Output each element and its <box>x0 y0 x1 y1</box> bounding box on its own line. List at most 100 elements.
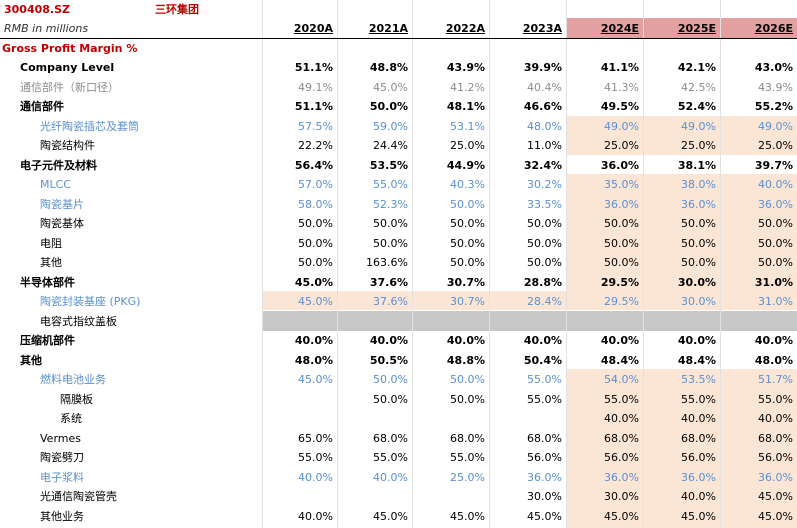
value-cell: 45.0% <box>373 509 408 523</box>
grid-line <box>643 0 644 528</box>
value-cell: 40.0% <box>369 334 408 347</box>
table-row: 通信部件 51.1% 50.0% 48.1% 46.6% 49.5% 52.4% 55.2% <box>0 97 797 117</box>
value-cell: 56.0% <box>681 451 716 464</box>
table-row: 陶瓷劈刀 55.0% 55.0% 55.0% 56.0% 56.0% 56.0% 56.0% <box>0 448 797 468</box>
value-cell: 39.7% <box>754 158 793 172</box>
value-cell: 50.0% <box>681 236 716 250</box>
estimate-fill-c <box>567 369 797 528</box>
value-cell: 59.0% <box>373 119 408 133</box>
value-cell <box>412 487 485 507</box>
table-row: Vermes 65.0% 68.0% 68.0% 68.0% 68.0% 68.0% 68.0… <box>0 429 797 449</box>
value-cell: 38.1% <box>677 158 716 172</box>
year-2026: 2026E <box>754 22 793 35</box>
value-cell: 65.0% <box>298 431 333 445</box>
value-cell: 40.0% <box>754 334 793 347</box>
value-cell <box>720 312 793 332</box>
row-label: Vermes <box>40 431 81 445</box>
value-cell: 55.0% <box>373 451 408 464</box>
table-row: 其他 48.0% 50.5% 48.8% 50.4% 48.4% 48.4% 48.0% <box>0 351 797 371</box>
value-cell: 11.0% <box>527 139 562 152</box>
value-cell: 31.0% <box>758 295 793 308</box>
value-cell: 68.0% <box>681 431 716 445</box>
value-cell: 29.5% <box>604 295 639 308</box>
row-label: 陶瓷劈刀 <box>40 451 84 464</box>
value-cell: 50.0% <box>681 217 716 230</box>
value-cell: 45.0% <box>298 295 333 308</box>
value-cell: 45.0% <box>604 509 639 523</box>
value-cell: 33.5% <box>527 197 562 211</box>
value-cell <box>412 312 485 332</box>
header-divider <box>0 38 797 39</box>
row-label: 半导体部件 <box>20 275 75 289</box>
value-cell: 40.0% <box>600 334 639 347</box>
row-label: 陶瓷基片 <box>40 197 84 211</box>
value-cell: 53.5% <box>369 158 408 172</box>
row-label: Company Level <box>20 61 115 74</box>
pkg-row-fill <box>262 291 797 310</box>
value-cell: 68.0% <box>758 431 793 445</box>
value-cell: 50.5% <box>369 353 408 367</box>
value-cell: 55.0% <box>758 392 793 406</box>
year-2023: 2023A <box>522 22 562 35</box>
value-cell: 54.0% <box>604 373 639 386</box>
value-cell: 39.9% <box>523 61 562 74</box>
value-cell: 57.0% <box>298 178 333 191</box>
value-cell: 28.4% <box>527 295 562 308</box>
value-cell: 50.4% <box>523 353 562 367</box>
value-cell: 29.5% <box>600 275 639 289</box>
table-row: 通信部件（新口径） 49.1% 45.0% 41.2% 40.4% 41.3% 42.5% 4… <box>0 78 797 98</box>
value-cell: 48.8% <box>369 61 408 74</box>
year-2021: 2021A <box>368 22 408 35</box>
unit-label: RMB in millions <box>4 22 89 35</box>
value-cell: 48.8% <box>446 353 485 367</box>
value-cell: 38.0% <box>681 178 716 191</box>
value-cell: 40.0% <box>294 334 333 347</box>
value-cell <box>412 409 485 429</box>
table-row: Company Level 51.1% 48.8% 43.9% 39.9% 41.1% 42… <box>0 58 797 78</box>
value-cell <box>489 409 562 429</box>
value-cell: 55.2% <box>754 100 793 113</box>
row-label: MLCC <box>40 178 71 191</box>
value-cell: 53.1% <box>450 119 485 133</box>
value-cell: 50.0% <box>604 256 639 269</box>
value-cell: 55.0% <box>450 451 485 464</box>
year-2020: 2020A <box>293 22 333 35</box>
value-cell: 36.0% <box>681 197 716 211</box>
grid-line <box>566 0 567 528</box>
value-cell: 40.0% <box>298 509 333 523</box>
year-2025: 2025E <box>677 22 716 35</box>
row-label: 通信部件 <box>20 100 64 113</box>
value-cell: 68.0% <box>604 431 639 445</box>
value-cell: 50.0% <box>369 100 408 113</box>
grid-line <box>489 0 490 528</box>
value-cell: 43.9% <box>446 61 485 74</box>
blank-band <box>262 311 797 331</box>
value-cell: 50.0% <box>373 236 408 250</box>
value-cell: 49.5% <box>600 100 639 113</box>
value-cell: 56.0% <box>527 451 562 464</box>
value-cell: 55.0% <box>604 392 639 406</box>
value-cell <box>337 409 408 429</box>
value-cell: 50.0% <box>298 236 333 250</box>
value-cell: 25.0% <box>604 139 639 152</box>
value-cell: 40.0% <box>758 178 793 191</box>
value-cell: 40.0% <box>446 334 485 347</box>
value-cell: 55.0% <box>681 392 716 406</box>
value-cell: 42.5% <box>681 80 716 94</box>
value-cell: 56.0% <box>758 451 793 464</box>
value-cell: 48.0% <box>294 353 333 367</box>
row-label: 压缩机部件 <box>20 334 75 347</box>
row-label: 系统 <box>60 412 82 425</box>
value-cell: 40.0% <box>758 412 793 425</box>
row-label: 光通信陶瓷管壳 <box>40 490 117 503</box>
value-cell: 41.1% <box>600 61 639 74</box>
table-row: 陶瓷基片 58.0% 52.3% 50.0% 33.5% 36.0% 36.0% 36.0% <box>0 195 797 215</box>
row-label: 电容式指纹盖板 <box>40 314 117 328</box>
table-row: 系统 40.0% 40.0% 40.0% <box>0 409 797 429</box>
value-cell: 40.0% <box>298 470 333 484</box>
value-cell: 45.0% <box>450 509 485 523</box>
value-cell: 25.0% <box>450 470 485 484</box>
row-label: 陶瓷结构件 <box>40 139 95 152</box>
table-row: 陶瓷基体 50.0% 50.0% 50.0% 50.0% 50.0% 50.0% 50.0% <box>0 214 797 234</box>
